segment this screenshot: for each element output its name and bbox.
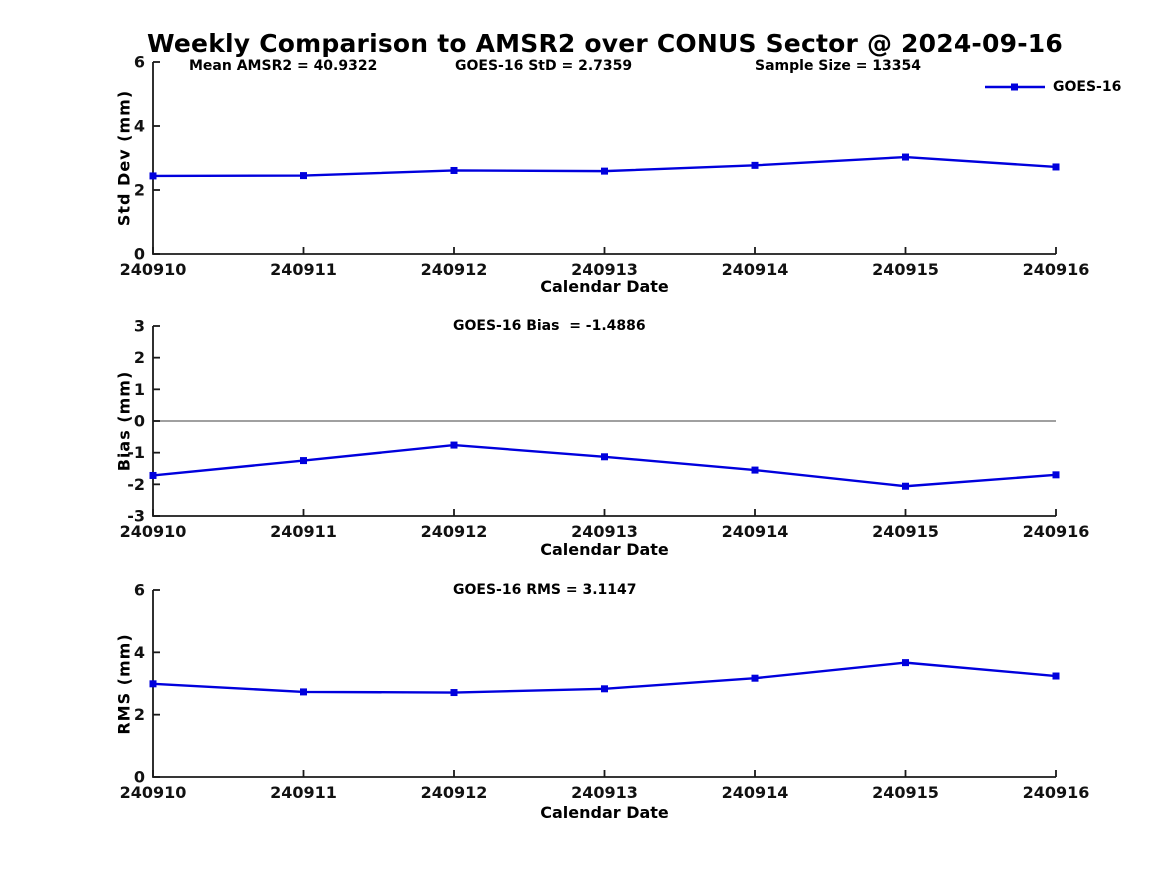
x-tick-label: 240915	[872, 783, 939, 802]
annotation-goes16-rms: GOES-16 RMS = 3.1147	[453, 582, 637, 598]
x-tick-label: 240916	[1023, 522, 1090, 541]
y-tick-label: 4	[134, 117, 145, 136]
series-line-goes-16	[152, 443, 1057, 488]
y-tick-label: 6	[134, 53, 145, 72]
subplot-std-dev: 0 2 4 6 240910 240911 240912 240913 240914 240915…	[120, 53, 1090, 280]
legend-swatch	[985, 83, 1045, 91]
x-axis-label-3: Calendar Date	[540, 803, 669, 822]
x-tick-label: 240915	[872, 260, 939, 279]
data-point-marker	[902, 659, 909, 667]
x-tick-label: 240912	[421, 522, 488, 541]
data-point-marker	[300, 688, 307, 696]
y-tick-label: 0	[134, 768, 145, 787]
data-point-marker	[149, 680, 157, 688]
data-point-marker	[149, 172, 157, 180]
annotation-goes16-std: GOES-16 StD = 2.7359	[455, 58, 633, 74]
y-tick-label: -1	[127, 443, 145, 462]
x-tick-label: 240913	[571, 783, 638, 802]
y-axis-label-rms: RMS (mm)	[114, 633, 134, 735]
data-point-marker	[601, 453, 608, 461]
data-point-marker	[300, 457, 307, 465]
data-point-marker	[601, 167, 608, 175]
y-tick-label: 0	[134, 245, 145, 264]
x-tick-label: 240911	[270, 260, 337, 279]
y-tick-label: 0	[134, 412, 145, 431]
annotation-sample-size: Sample Size = 13354	[755, 58, 922, 74]
x-tick-label: 240916	[1023, 260, 1090, 279]
x-tick-label: 240912	[421, 260, 488, 279]
data-point-marker	[751, 161, 759, 169]
data-point-marker	[450, 441, 458, 449]
x-tick-label: 240914	[722, 260, 789, 279]
x-tick-label: 240911	[270, 522, 337, 541]
x-tick-label: 240910	[120, 522, 187, 541]
x-tick-label: 240913	[571, 260, 638, 279]
x-tick-label: 240910	[120, 260, 187, 279]
data-point-marker	[1052, 163, 1060, 171]
x-tick-label: 240916	[1023, 783, 1090, 802]
y-tick-label: 2	[134, 348, 145, 367]
data-point-marker	[450, 689, 458, 697]
y-axis-label-std-dev: Std Dev (mm)	[114, 89, 134, 227]
annotation-goes16-bias: GOES-16 Bias = -1.4886	[453, 318, 646, 334]
legend-label: GOES-16	[1053, 79, 1122, 95]
y-tick-label: 6	[134, 581, 145, 600]
data-point-marker	[601, 685, 608, 693]
data-point-marker	[149, 471, 157, 479]
legend-marker	[1011, 83, 1018, 91]
y-axis-label-bias: Bias (mm)	[114, 370, 134, 472]
y-tick-label: -3	[127, 507, 145, 526]
data-point-marker	[300, 172, 307, 180]
x-tick-label: 240914	[722, 783, 789, 802]
subplot-rms: 0 2 4 6 240910 240911 240912 240913 240914 240915…	[120, 581, 1090, 803]
x-tick-label: 240912	[421, 783, 488, 802]
x-tick-label: 240911	[270, 783, 337, 802]
data-point-marker	[902, 482, 909, 490]
data-point-marker	[1052, 672, 1060, 680]
y-tick-label: 2	[134, 705, 145, 724]
data-point-marker	[450, 166, 458, 174]
legend: GOES-16	[984, 79, 1121, 95]
data-point-marker	[902, 153, 909, 161]
x-tick-label: 240914	[722, 522, 789, 541]
x-tick-label: 240910	[120, 783, 187, 802]
y-tick-label: 1	[134, 380, 145, 399]
annotation-mean-amsr2: Mean AMSR2 = 40.9322	[189, 58, 378, 74]
x-axis-label-2: Calendar Date	[540, 540, 669, 559]
x-tick-label: 240915	[872, 522, 939, 541]
chart-title: Weekly Comparison to AMSR2 over CONUS Se…	[147, 29, 1063, 58]
y-tick-label: 4	[134, 643, 145, 662]
data-point-marker	[1052, 471, 1060, 479]
y-tick-label: -2	[127, 475, 145, 494]
data-point-marker	[751, 466, 759, 474]
axes-frame	[152, 590, 1056, 778]
subplot-bias: -3 -2 -1 0 1 2 3 240910 240911 240912 240913 240914…	[120, 317, 1090, 542]
y-tick-label: 2	[134, 181, 145, 200]
y-tick-label: 3	[134, 317, 145, 336]
x-tick-label: 240913	[571, 522, 638, 541]
data-point-marker	[751, 674, 759, 682]
x-axis-label-1: Calendar Date	[540, 277, 669, 296]
